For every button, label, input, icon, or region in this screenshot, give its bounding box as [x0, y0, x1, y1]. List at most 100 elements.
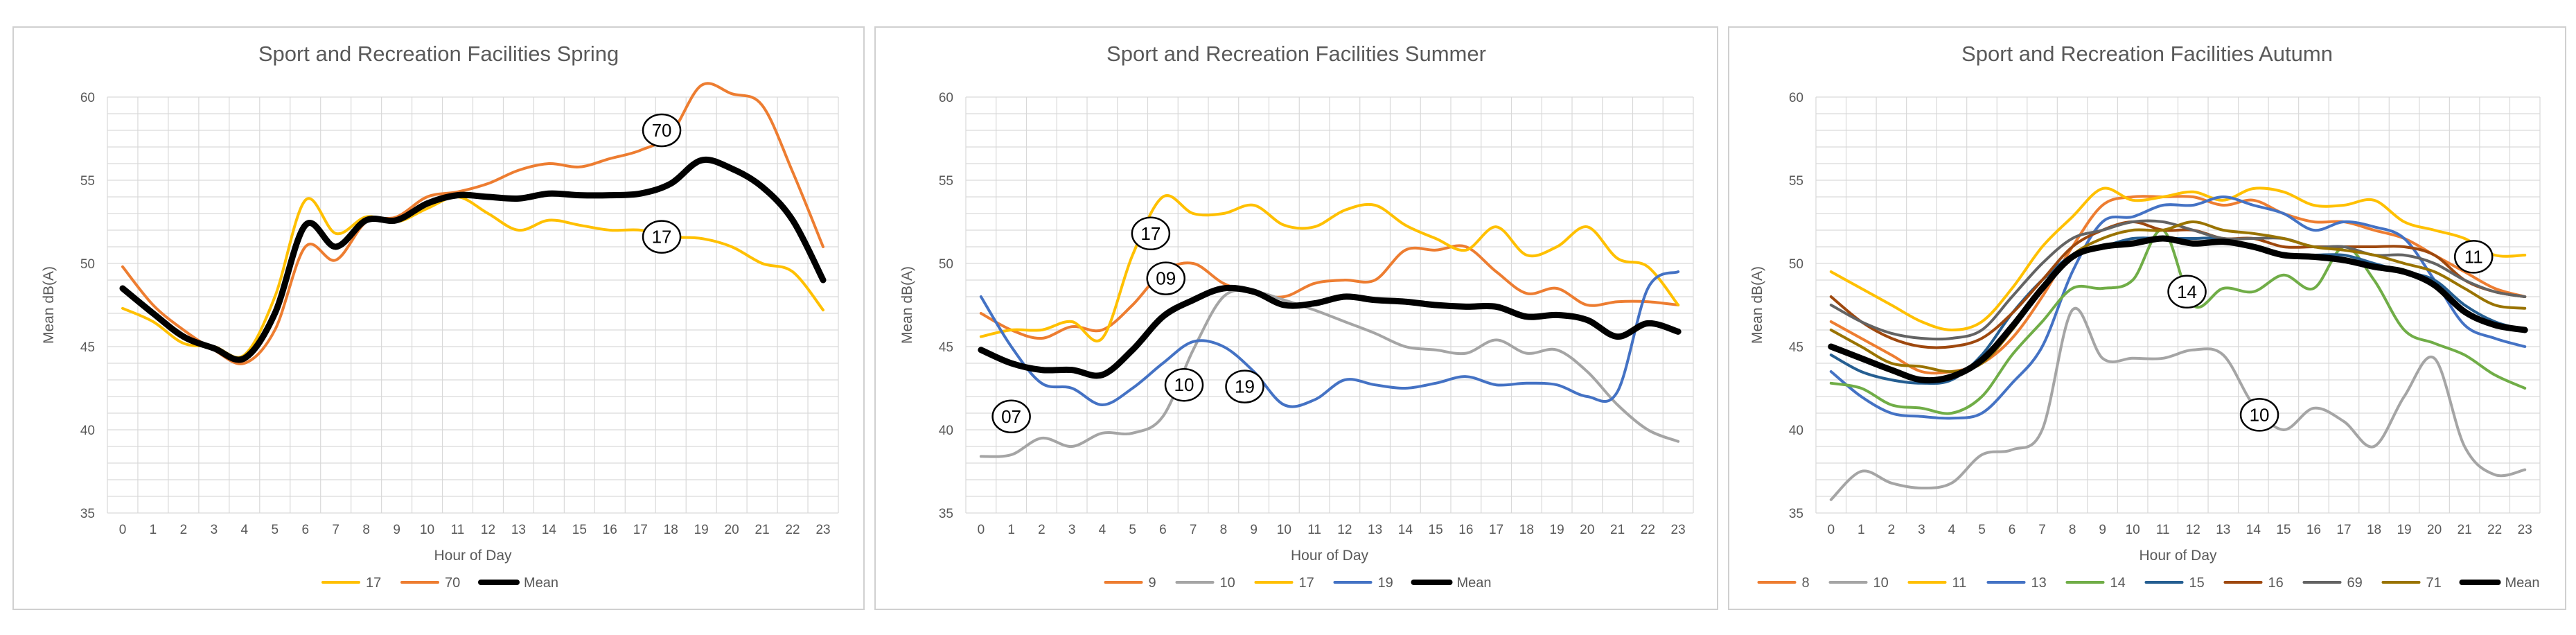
x-tick-label: 2 [1038, 523, 1046, 537]
legend-label: 13 [2031, 575, 2047, 591]
series-line-mean [978, 284, 1682, 379]
x-tick-label: 3 [211, 523, 218, 537]
x-tick-label: 4 [241, 523, 249, 537]
annotation-label: 70 [652, 120, 672, 141]
x-tick-label: 17 [1489, 523, 1503, 537]
legend-item-69: 69 [2302, 575, 2363, 591]
x-tick-label: 11 [451, 523, 465, 537]
annotation-label: 17 [652, 227, 672, 247]
annotation-circle [1164, 367, 1204, 402]
legend-label: 69 [2347, 575, 2363, 591]
x-tick-label: 20 [725, 523, 739, 537]
legend-item-17: 17 [321, 575, 381, 591]
series-line-70 [121, 82, 825, 365]
x-tick-label: 16 [1458, 523, 1473, 537]
x-tick-label: 4 [1948, 523, 1956, 537]
legend: 17 70 Mean [321, 575, 558, 591]
x-tick-label: 14 [542, 523, 557, 537]
legend-label: 16 [2268, 575, 2284, 591]
series-line-14 [1829, 228, 2527, 415]
legend-label: 71 [2426, 575, 2442, 591]
y-axis-label: Mean dB(A) [41, 266, 57, 344]
x-tick-label: 18 [2367, 523, 2381, 537]
x-tick-label: 23 [815, 523, 830, 537]
x-tick-label: 21 [755, 523, 770, 537]
y-axis-label: Mean dB(A) [1749, 266, 1765, 344]
x-tick-label: 11 [2156, 523, 2170, 537]
x-tick-label: 12 [2186, 523, 2200, 537]
annotation-circle [2453, 240, 2494, 274]
x-tick-label: 18 [664, 523, 678, 537]
x-tick-label: 23 [2518, 523, 2532, 537]
x-tick-label: 0 [1827, 523, 1835, 537]
y-axis-label: Mean dB(A) [899, 266, 915, 344]
x-tick-label: 5 [1129, 523, 1136, 537]
legend-item-9: 9 [1104, 575, 1156, 591]
x-tick-label: 1 [150, 523, 157, 537]
chart-title-spring: Sport and Recreation Facilities Spring [258, 42, 619, 66]
x-tick-label: 13 [2216, 523, 2230, 537]
y-tick-label: 60 [939, 91, 953, 105]
annotation-circle [1146, 261, 1185, 295]
y-tick-label: 35 [1789, 507, 1803, 521]
legend-label: 17 [1299, 575, 1314, 591]
legend-item-13: 13 [1986, 575, 2047, 591]
x-tick-label: 20 [1580, 523, 1594, 537]
legend-item-mean: Mean [478, 575, 558, 591]
legend-label: 15 [2189, 575, 2205, 591]
x-tick-label: 17 [633, 523, 648, 537]
legend-label: Mean [524, 575, 558, 591]
legend-item-15: 15 [2144, 575, 2205, 591]
series-line-13 [1829, 195, 2527, 420]
y-tick-label: 35 [80, 507, 95, 521]
legend-item-mean: Mean [1411, 575, 1492, 591]
x-tick-label: 10 [2126, 523, 2140, 537]
y-tick-label: 35 [939, 507, 953, 521]
legend-item-14: 14 [2065, 575, 2126, 591]
legend: 8 10 11 13 14 15 16 69 71 Mean [1757, 575, 2540, 591]
legend-label: 70 [445, 575, 460, 591]
legend-item-mean: Mean [2459, 575, 2540, 591]
legend-item-10: 10 [1175, 575, 1235, 591]
annotation-label: 14 [2177, 281, 2197, 302]
annotation-label: 17 [1140, 223, 1161, 244]
chart-panel-summer: Sport and Recreation Facilities Summer 35… [874, 26, 1718, 610]
annotation-circle [642, 220, 682, 254]
chart-autumn: Sport and Recreation Facilities Autumn35… [1749, 42, 2541, 591]
y-tick-label: 55 [80, 174, 95, 189]
legend-label: 14 [2110, 575, 2126, 591]
x-tick-label: 8 [1220, 523, 1228, 537]
y-tick-label: 60 [1789, 91, 1803, 105]
annotation-10: 10 [1164, 367, 1204, 402]
x-tick-label: 19 [1550, 523, 1564, 537]
series-line-mean [1828, 235, 2528, 384]
x-tick-label: 3 [1918, 523, 1925, 537]
y-tick-label: 45 [1789, 340, 1803, 355]
annotation-circle [991, 399, 1031, 434]
annotation-14: 14 [2167, 275, 2207, 309]
x-tick-label: 11 [1307, 523, 1321, 537]
x-tick-label: 2 [180, 523, 188, 537]
x-tick-label: 22 [1641, 523, 1655, 537]
x-tick-label: 12 [481, 523, 495, 537]
y-tick-label: 55 [939, 174, 953, 189]
chart-panel-spring: Sport and Recreation Facilities Spring 35… [12, 26, 865, 610]
chart-title-autumn: Sport and Recreation Facilities Autumn [1961, 42, 2333, 66]
annotation-circle [1225, 369, 1264, 403]
annotation-label: 11 [2464, 246, 2483, 267]
legend-item-70: 70 [400, 575, 460, 591]
y-tick-label: 45 [80, 340, 95, 355]
legend-label: 10 [1220, 575, 1235, 591]
y-tick-label: 50 [1789, 257, 1803, 272]
x-tick-label: 9 [2099, 523, 2106, 537]
annotation-circle [2167, 275, 2207, 309]
legend-label: 19 [1378, 575, 1393, 591]
x-axis-label: Hour of Day [434, 548, 512, 564]
annotation-circle [2239, 398, 2279, 432]
annotation-label: 10 [1174, 374, 1194, 395]
chart-panel-autumn: Sport and Recreation Facilities Autumn 35… [1728, 26, 2566, 610]
x-tick-label: 10 [1277, 523, 1291, 537]
x-tick-label: 13 [511, 523, 526, 537]
x-tick-label: 5 [1978, 523, 1986, 537]
x-tick-label: 12 [1337, 523, 1352, 537]
